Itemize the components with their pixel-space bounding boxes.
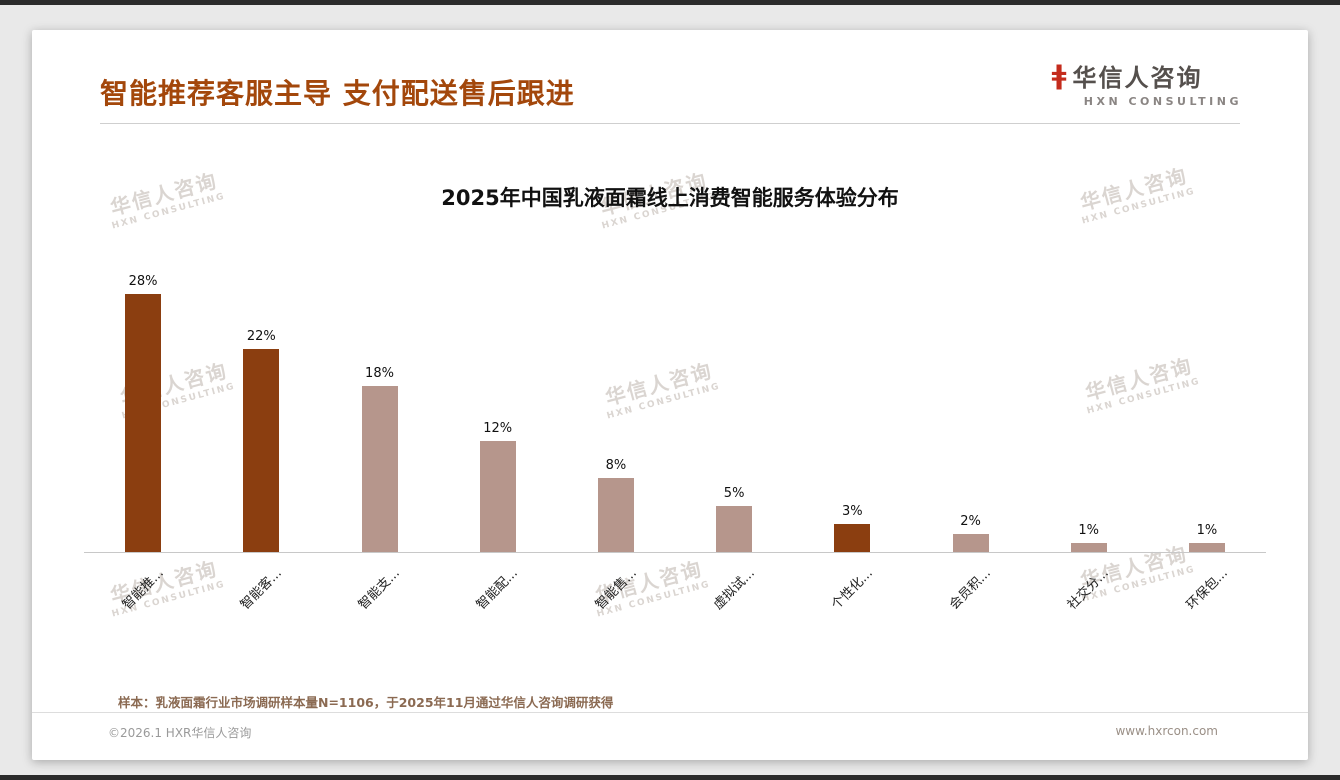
logo-icon: ǂ bbox=[1051, 60, 1067, 91]
bar bbox=[597, 478, 634, 552]
bar-column: 18% bbox=[320, 366, 438, 552]
bar bbox=[716, 506, 753, 552]
bar bbox=[952, 534, 989, 552]
bar-value-label: 22% bbox=[246, 329, 276, 344]
bars-plot-area: 28% 22% 18% 12% 8% 5% 3% 2% 1% 1% bbox=[84, 262, 1266, 553]
x-axis-label: 个性化... bbox=[828, 565, 876, 613]
page-title: 智能推荐客服主导 支付配送售后跟进 bbox=[100, 77, 575, 110]
bar-value-label: 8% bbox=[605, 458, 627, 473]
bar bbox=[1070, 543, 1107, 552]
x-axis-label-cell: 智能配... bbox=[439, 553, 557, 645]
bar-value-label: 18% bbox=[365, 366, 394, 381]
bar-value-label: 2% bbox=[960, 514, 981, 529]
bar-column: 12% bbox=[439, 421, 557, 552]
x-axis-label: 智能推... bbox=[119, 565, 167, 613]
bar bbox=[361, 386, 398, 552]
bar-column: 22% bbox=[202, 329, 320, 552]
bar-chart: 28% 22% 18% 12% 8% 5% 3% 2% 1% 1% 智能推... 智能客... 智能支… bbox=[84, 262, 1266, 645]
x-axis-label-cell: 智能支... bbox=[320, 553, 438, 645]
bottom-edge-strip bbox=[0, 775, 1340, 780]
x-axis-label: 社交分... bbox=[1065, 565, 1113, 613]
sample-note: 样本：乳液面霜行业市场调研样本量N=1106，于2025年11月通过华信人咨询调… bbox=[118, 695, 614, 710]
slide-card: 华信人咨询 HXN CONSULTING 华信人咨询 HXN CONSULTING 华信… bbox=[32, 30, 1308, 760]
x-axis-label-cell: 社交分... bbox=[1030, 553, 1148, 645]
bar bbox=[125, 294, 162, 552]
bar-value-label: 28% bbox=[128, 274, 158, 289]
x-axis-label-cell: 个性化... bbox=[793, 553, 911, 645]
logo-subtitle: HXN CONSULTING bbox=[1083, 95, 1242, 108]
bar-value-label: 1% bbox=[1078, 523, 1100, 538]
x-axis-label: 智能客... bbox=[237, 565, 285, 613]
bar-column: 8% bbox=[557, 458, 675, 552]
logo-name: 华信人咨询 bbox=[1072, 64, 1203, 92]
x-axis-label: 智能售... bbox=[592, 565, 640, 613]
footer-url: www.hxrcon.com bbox=[1115, 724, 1218, 738]
bar-value-label: 1% bbox=[1196, 523, 1218, 538]
top-edge-strip bbox=[0, 0, 1340, 5]
bar-column: 1% bbox=[1148, 523, 1266, 552]
x-axis-label-cell: 虚拟试... bbox=[675, 553, 793, 645]
x-axis-label-cell: 环保包... bbox=[1148, 553, 1266, 645]
bar-column: 2% bbox=[911, 514, 1029, 552]
footer-copyright: ©2026.1 HXR华信人咨询 bbox=[108, 726, 252, 740]
x-axis-label: 虚拟试... bbox=[710, 565, 758, 613]
x-axis-label-cell: 智能客... bbox=[202, 553, 320, 645]
bar-column: 28% bbox=[84, 274, 202, 552]
x-axis-label: 智能支... bbox=[355, 565, 403, 613]
bar-value-label: 12% bbox=[483, 421, 513, 436]
x-axis-label: 会员积... bbox=[947, 565, 994, 613]
bar-column: 1% bbox=[1030, 523, 1148, 552]
x-axis-label: 环保包... bbox=[1183, 565, 1231, 613]
x-axis-label: 智能配... bbox=[474, 565, 522, 613]
bar bbox=[479, 441, 516, 552]
x-axis-labels: 智能推... 智能客... 智能支... 智能配... 智能售... 虚拟试... 个性化.… bbox=[84, 553, 1266, 645]
x-axis-label-cell: 智能推... bbox=[84, 553, 202, 645]
x-axis-label-cell: 智能售... bbox=[557, 553, 675, 645]
bar-value-label: 5% bbox=[723, 486, 745, 501]
bar-column: 5% bbox=[675, 486, 793, 552]
bar bbox=[1188, 543, 1225, 552]
bar-column: 3% bbox=[793, 504, 911, 552]
bar bbox=[834, 524, 871, 552]
chart-title: 2025年中国乳液面霜线上消费智能服务体验分布 bbox=[441, 186, 899, 210]
footer-divider bbox=[32, 712, 1308, 713]
x-axis-label-cell: 会员积... bbox=[911, 553, 1029, 645]
header-divider bbox=[100, 123, 1240, 124]
bar-value-label: 3% bbox=[842, 504, 863, 519]
company-logo: ǂ 华信人咨询 HXN CONSULTING bbox=[1052, 58, 1242, 108]
bar bbox=[243, 349, 280, 552]
